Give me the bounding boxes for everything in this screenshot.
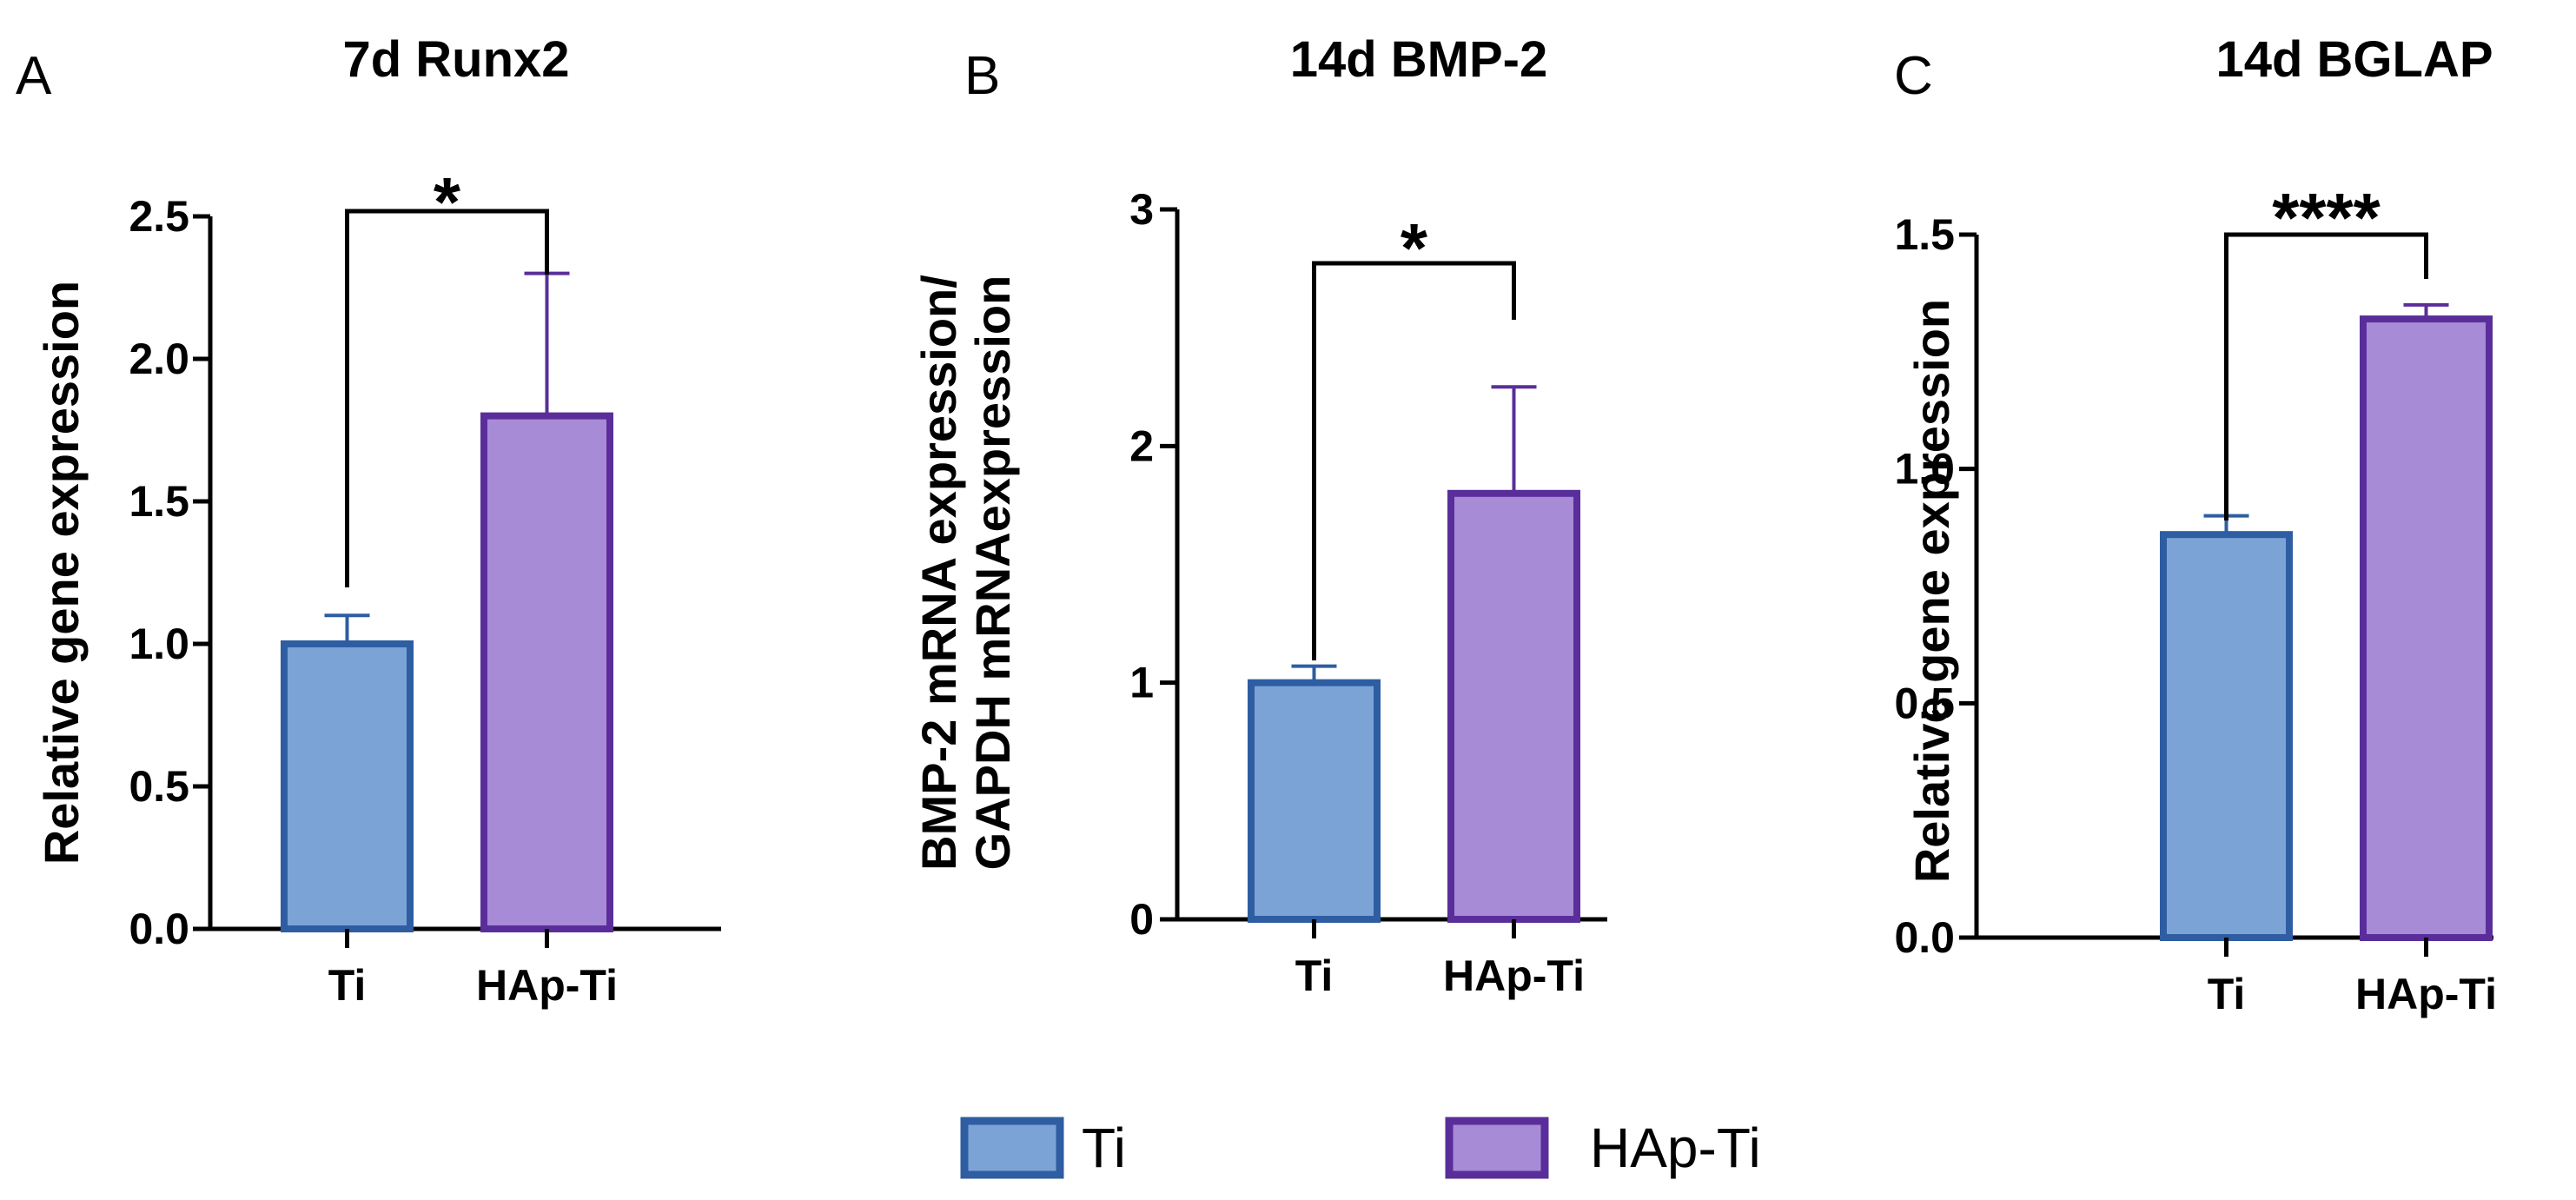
legend-label-hap-ti: HAp-Ti	[1590, 1117, 1761, 1179]
legend-swatch-hap-ti	[1445, 1117, 1549, 1179]
panel-letter-c: C	[1894, 46, 1933, 106]
bar-a-hap-ti	[480, 412, 613, 933]
significance-bracket-b	[1312, 261, 1516, 660]
category-label-c-0: Ti	[2208, 970, 2246, 1018]
y-tick-label-c-2: 1.0	[1894, 445, 1955, 494]
bar-c-ti	[2160, 531, 2293, 941]
bar-b-ti	[1248, 679, 1381, 924]
y-tick-label-c-1: 0.5	[1894, 679, 1955, 727]
bar-a-ti	[281, 640, 414, 932]
category-label-c-1: HAp-Ti	[2355, 970, 2497, 1018]
y-tick-label-a-2: 1.0	[129, 620, 189, 668]
y-tick-label-a-1: 0.5	[129, 762, 189, 811]
significance-bracket-c	[2224, 232, 2428, 520]
category-label-a-1: HAp-Ti	[476, 961, 618, 1010]
panel-letter-a: A	[16, 46, 52, 106]
y-axis-label-b: BMP-2 mRNA expression/GAPDH mRNAexpressi…	[911, 275, 1020, 871]
y-axis-label-c: Relative gene expression	[1904, 299, 1959, 883]
bar-b-hap-ti	[1447, 489, 1580, 923]
category-label-b-1: HAp-Ti	[1443, 951, 1585, 1000]
bar-c-hap-ti	[2360, 315, 2493, 941]
y-tick-label-b-0: 0	[1129, 895, 1154, 944]
chart-title-b: 14d BMP-2	[1290, 31, 1548, 88]
panel-letter-b: B	[964, 46, 1000, 106]
significance-marker-b: *	[1401, 209, 1428, 287]
y-tick-label-b-2: 2	[1129, 421, 1154, 470]
chart-title-c: 14d BGLAP	[2215, 31, 2493, 88]
y-tick-label-c-3: 1.5	[1894, 210, 1955, 259]
y-tick-label-b-3: 3	[1129, 185, 1154, 234]
y-tick-label-a-0: 0.0	[129, 905, 189, 953]
y-tick-label-a-4: 2.0	[129, 335, 189, 383]
legend-swatch-ti	[960, 1117, 1064, 1179]
y-tick-label-b-1: 1	[1129, 659, 1154, 707]
significance-marker-a: *	[434, 163, 461, 241]
legend-label-ti: Ti	[1082, 1117, 1126, 1179]
significance-marker-c: ****	[2272, 179, 2381, 256]
y-tick-label-a-3: 1.5	[129, 477, 189, 526]
y-tick-label-c-0: 0.0	[1894, 913, 1955, 962]
category-label-b-0: Ti	[1295, 951, 1334, 1000]
y-axis-label-a: Relative gene expression	[34, 281, 89, 865]
significance-bracket-a	[345, 209, 549, 587]
category-label-a-0: Ti	[328, 961, 367, 1010]
y-tick-label-a-5: 2.5	[129, 192, 189, 241]
chart-title-a: 7d Runx2	[342, 31, 569, 88]
